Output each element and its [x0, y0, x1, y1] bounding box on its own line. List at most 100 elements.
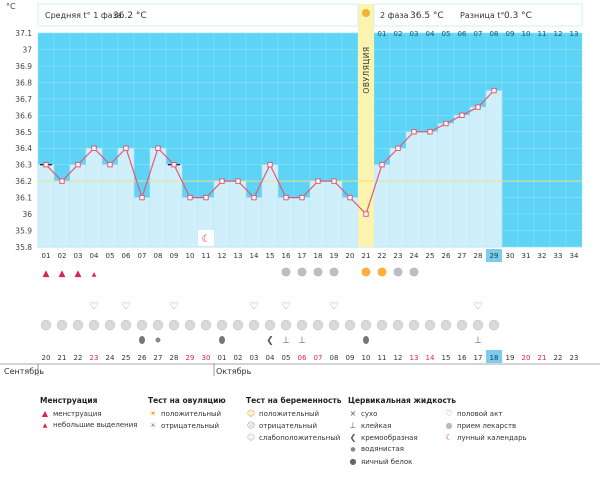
- moon-icon: ☾: [202, 234, 211, 245]
- pill-icon: [344, 319, 356, 331]
- temp-bar: [85, 147, 103, 248]
- cycle-day-label: 09: [170, 252, 179, 260]
- temp-bar: [373, 164, 391, 248]
- pill-icon: [56, 319, 68, 331]
- calendar-date-label: 16: [458, 354, 467, 362]
- menstruation-icon: ▲: [43, 269, 50, 279]
- heart-icon: ♡: [170, 301, 179, 312]
- pill-icon: [88, 319, 100, 331]
- calendar-date-label: 08: [330, 354, 339, 362]
- y-tick-label: 36.7: [15, 95, 32, 104]
- today-cell: [486, 249, 502, 262]
- heart-icon: ♡: [330, 301, 339, 312]
- heart-icon: ♡: [474, 301, 483, 312]
- pill-icon: [72, 319, 84, 331]
- y-tick-label: 36: [22, 210, 32, 219]
- cycle-day-label: 34: [570, 252, 579, 260]
- legend-intercourse: ♡ половой акт: [445, 409, 503, 418]
- temp-bar: [53, 180, 71, 248]
- cycle-day-label: 19: [330, 252, 339, 260]
- temp-bar: [341, 197, 359, 248]
- y-tick-label: 35.8: [15, 243, 32, 252]
- cycle-day-label: 02: [58, 252, 67, 260]
- phase2-day-label: 11: [538, 30, 547, 38]
- calendar-date-label: 03: [250, 354, 259, 362]
- calendar-date-label: 23: [570, 354, 579, 362]
- spotting-icon: ▲: [92, 271, 97, 278]
- cycle-day-label: 15: [266, 252, 275, 260]
- temp-bar: [37, 164, 55, 248]
- calendar-date-label: 01: [218, 354, 227, 362]
- ovulation-label: ОВУЛЯЦИЯ: [362, 46, 371, 93]
- temp-bar: [421, 131, 439, 248]
- legend-pregtest-title: Тест на беременность: [246, 396, 342, 405]
- pill-icon: [184, 319, 196, 331]
- y-tick-label: 36.8: [15, 78, 32, 87]
- smiley-positive-icon: ☺: [246, 409, 256, 418]
- cycle-day-label: 10: [186, 252, 195, 260]
- pill-icon: [296, 319, 308, 331]
- legend-spotting: ▲ небольшие выделения: [40, 421, 138, 429]
- temp-bar: [325, 180, 343, 248]
- phase2-day-label: 12: [554, 30, 563, 38]
- temp-point: [267, 161, 273, 168]
- cycle-day-label: 26: [442, 252, 451, 260]
- legend: Менструация ▲ менструация ▲ небольшие выде…: [0, 392, 600, 482]
- phase2-day-label: 10: [522, 30, 531, 38]
- y-tick-label: 36.4: [15, 144, 32, 153]
- cycle-day-label: 12: [218, 252, 227, 260]
- moon-icon: ☾: [445, 433, 453, 442]
- temp-bar: [469, 106, 487, 248]
- temp-bar: [485, 90, 503, 248]
- ovtest-negative-icon: [297, 267, 307, 277]
- temp-point: [59, 178, 65, 184]
- pill-icon: [328, 319, 340, 331]
- calendar-date-label: 22: [74, 354, 83, 362]
- temp-point: [123, 145, 129, 151]
- legend-mucus-sticky: ⊥ клейкая: [349, 421, 392, 430]
- pill-icon: [440, 319, 452, 331]
- calendar-date-label: 28: [170, 354, 179, 362]
- temp-bar: [181, 197, 199, 248]
- legend-pregtest-weak: ☺ слабоположительный: [246, 433, 341, 442]
- calendar-date-label: 06: [298, 354, 307, 362]
- ovtest-positive-icon: [377, 267, 387, 277]
- cycle-day-label: 30: [506, 252, 515, 260]
- temp-point: [347, 194, 353, 201]
- calendar-date-label: 15: [442, 354, 451, 362]
- pill-icon: [216, 319, 228, 331]
- temp-bar: [229, 180, 247, 248]
- temp-point: [395, 145, 401, 151]
- cycle-day-label: 13: [234, 252, 243, 260]
- calendar-date-label: 14: [426, 354, 435, 362]
- cycle-day-label: 14: [250, 252, 259, 260]
- month-label: Октябрь: [216, 367, 252, 376]
- temp-point: [203, 194, 209, 201]
- ovtest-negative-icon: [393, 267, 403, 277]
- sun-gray-icon: ☀: [149, 421, 157, 430]
- calendar-date-label: 09: [346, 354, 355, 362]
- cross-icon: ×: [349, 409, 357, 418]
- ovtest-negative-icon: [329, 267, 339, 277]
- calendar-date-label: 21: [538, 354, 547, 362]
- cycle-day-label: 06: [122, 252, 131, 260]
- spotting-icon: ▲: [42, 422, 48, 429]
- smiley-negative-icon: ☹: [246, 421, 256, 430]
- cycle-day-label: 22: [378, 252, 387, 260]
- sun-icon: ☀: [149, 409, 157, 418]
- legend-mucus-creamy: ❮ кремообразная: [349, 433, 418, 442]
- ovtest-negative-icon: [313, 267, 323, 277]
- cycle-day-label: 21: [362, 252, 371, 260]
- calendar-date-label: 30: [202, 354, 211, 362]
- temp-bar: [69, 164, 87, 248]
- y-tick-label: 35.9: [15, 227, 32, 236]
- calendar-date-label: 27: [154, 354, 163, 362]
- cycle-day-label: 07: [138, 252, 147, 260]
- temp-point: [331, 178, 337, 184]
- phase2-day-label: 07: [474, 30, 483, 38]
- cycle-day-label: 28: [474, 252, 483, 260]
- cycle-day-label: 31: [522, 252, 531, 260]
- legend-pregtest-negative: ☹ отрицательный: [246, 421, 318, 430]
- temp-point: [171, 161, 177, 168]
- cycle-day-label: 32: [538, 252, 547, 260]
